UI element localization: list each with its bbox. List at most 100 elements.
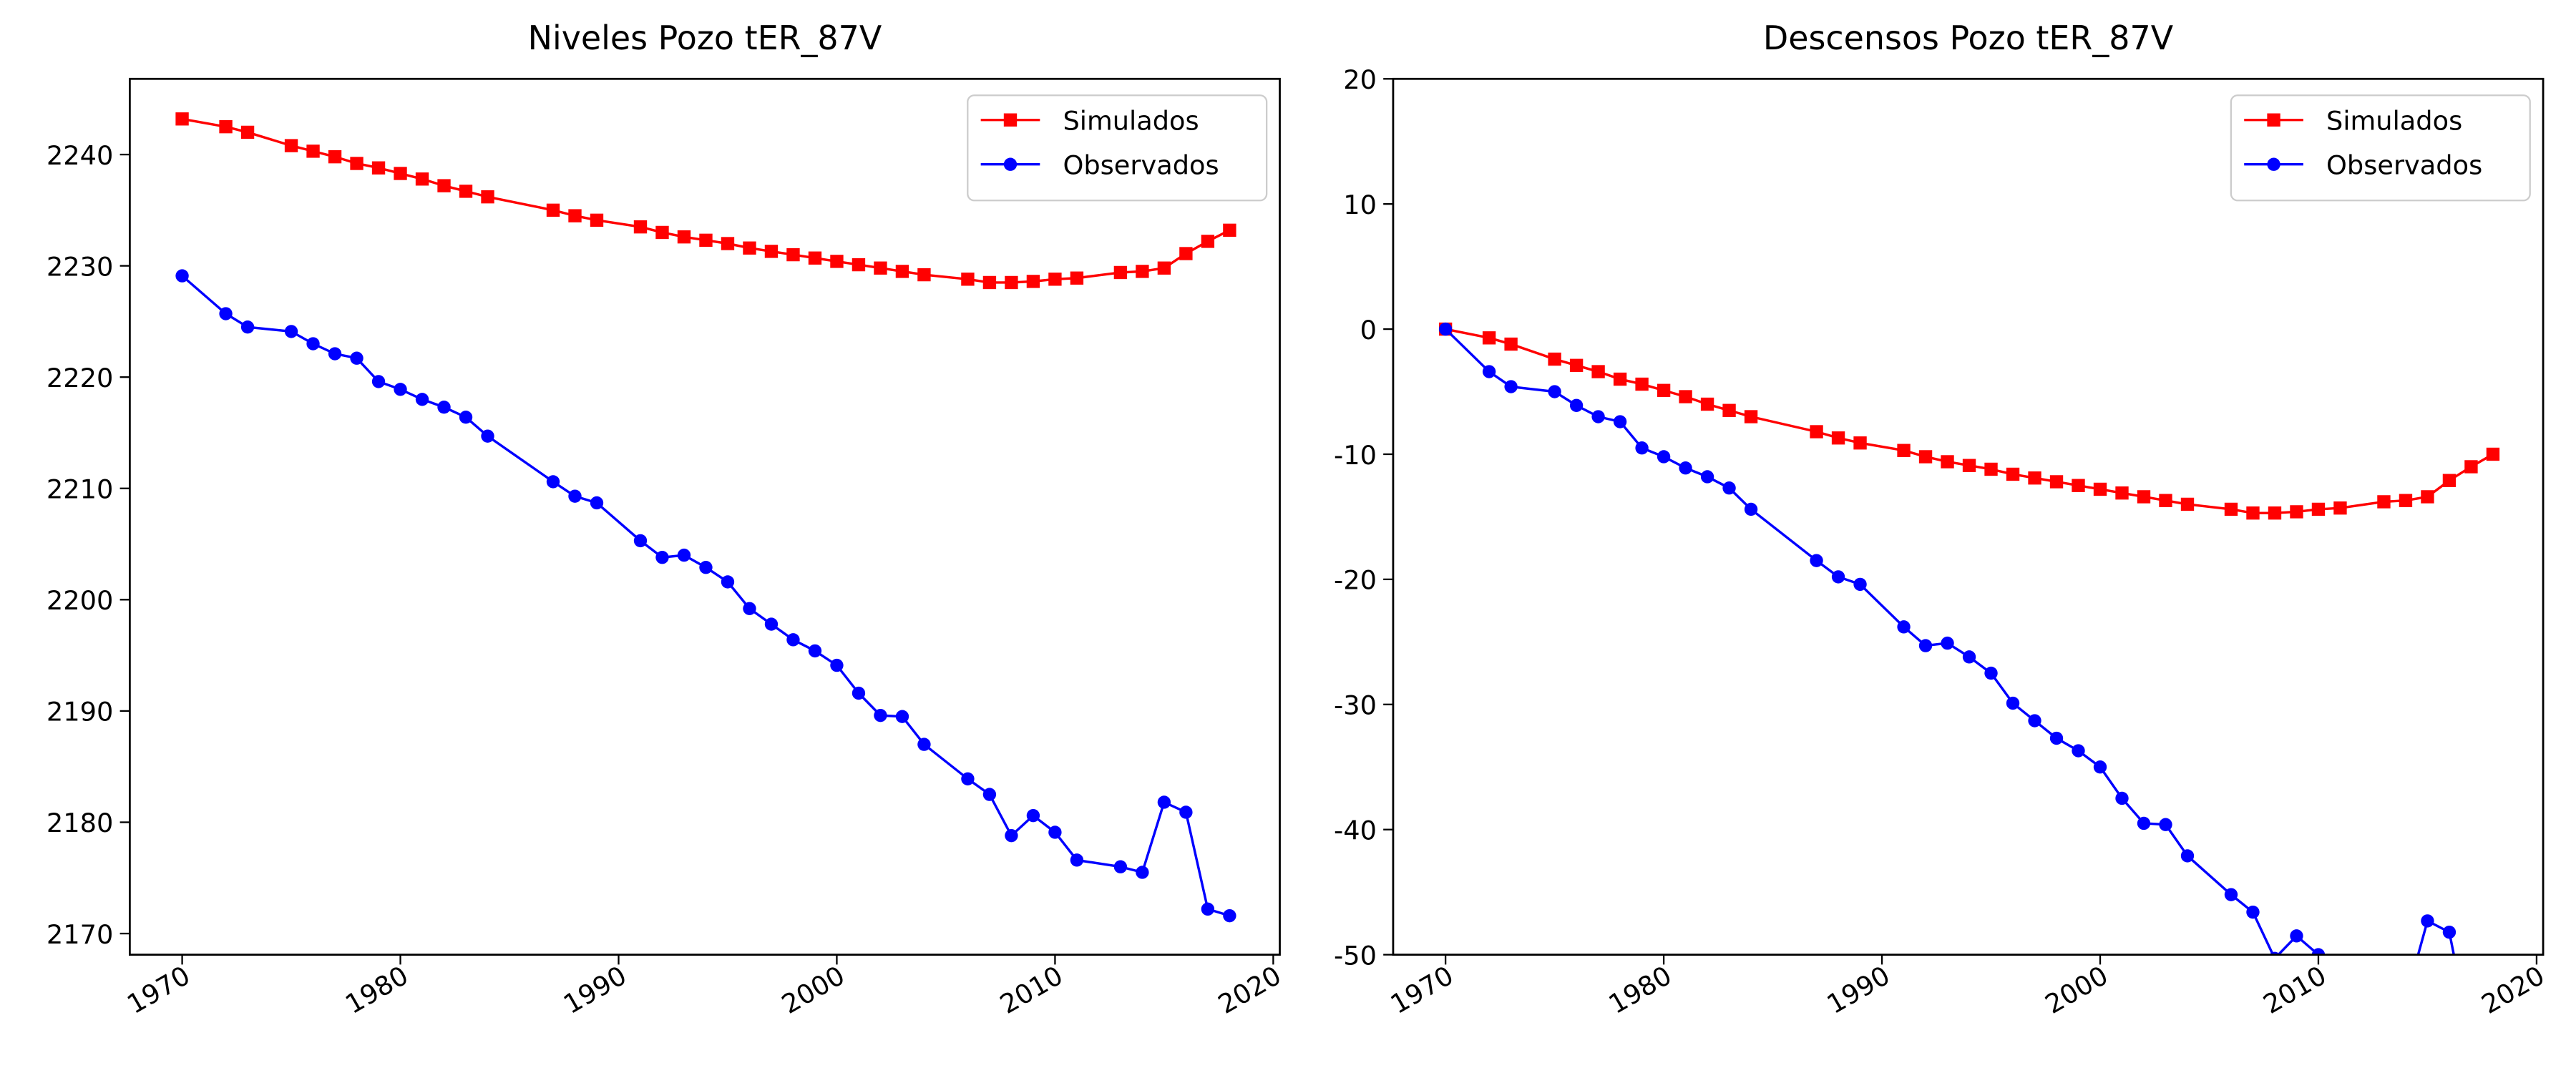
marker xyxy=(240,125,255,139)
marker xyxy=(284,325,298,338)
marker xyxy=(2442,474,2457,487)
marker xyxy=(721,237,735,250)
marker xyxy=(2137,816,2151,831)
marker xyxy=(852,258,866,272)
y-tick-label: -50 xyxy=(1334,940,1377,971)
marker xyxy=(1722,481,1736,495)
marker xyxy=(2421,914,2434,928)
marker xyxy=(459,411,473,424)
marker xyxy=(2159,818,2172,831)
marker xyxy=(306,144,320,158)
marker xyxy=(1070,853,1084,867)
marker xyxy=(1700,470,1714,484)
marker xyxy=(2246,506,2260,520)
marker xyxy=(2028,471,2041,485)
marker xyxy=(1223,223,1236,237)
marker xyxy=(415,172,429,186)
marker xyxy=(961,273,975,286)
marker xyxy=(721,575,735,589)
marker xyxy=(699,233,713,248)
marker xyxy=(2464,1034,2477,1047)
marker xyxy=(1941,455,1954,469)
marker xyxy=(2115,791,2129,805)
marker xyxy=(808,644,822,658)
marker xyxy=(1157,795,1171,809)
x-tick-label: 1980 xyxy=(1604,960,1677,1020)
legend-label: Observados xyxy=(2326,150,2482,180)
x-tick-label: 2000 xyxy=(2040,960,2113,1020)
marker xyxy=(1918,450,1933,464)
marker xyxy=(1005,275,1018,290)
marker xyxy=(2246,905,2260,919)
marker xyxy=(786,633,800,647)
marker xyxy=(175,269,189,283)
marker xyxy=(2487,1042,2499,1055)
marker xyxy=(1482,365,1496,378)
marker xyxy=(1962,459,1976,472)
marker xyxy=(1048,273,1062,286)
marker xyxy=(1070,271,1084,285)
marker xyxy=(2159,494,2172,507)
y-tick-label: 10 xyxy=(1343,190,1377,220)
marker xyxy=(2377,495,2391,509)
marker xyxy=(1504,337,1518,351)
marker xyxy=(394,383,407,396)
marker xyxy=(2268,506,2282,520)
marker xyxy=(961,772,975,785)
marker xyxy=(2464,460,2478,474)
marker xyxy=(568,209,582,222)
marker xyxy=(1657,383,1671,397)
marker xyxy=(2267,157,2280,171)
series-line xyxy=(181,275,1230,917)
marker xyxy=(2290,929,2303,943)
marker xyxy=(982,275,997,290)
marker xyxy=(350,157,364,170)
marker xyxy=(1700,397,1714,411)
x-tick-label: 2020 xyxy=(1213,960,1286,1020)
legend-label: Simulados xyxy=(1063,105,1199,136)
marker xyxy=(1569,358,1584,372)
marker xyxy=(1897,444,1911,457)
marker xyxy=(1201,235,1215,248)
y-tick-label: 2220 xyxy=(47,363,113,393)
marker xyxy=(2093,482,2107,496)
marker xyxy=(1679,390,1692,403)
marker xyxy=(2399,993,2412,1006)
marker xyxy=(1831,570,1845,584)
marker xyxy=(764,245,779,258)
y-tick-label: 2230 xyxy=(47,251,113,282)
plot-area xyxy=(1438,322,2500,1055)
marker xyxy=(415,393,429,406)
marker xyxy=(1591,365,1605,378)
marker xyxy=(1635,441,1649,455)
marker xyxy=(1962,650,1976,664)
marker xyxy=(1157,261,1171,275)
marker xyxy=(546,203,560,217)
y-tick-label: 2180 xyxy=(47,808,113,838)
axes-frame xyxy=(129,77,1281,956)
marker xyxy=(1003,113,1018,127)
marker xyxy=(1179,805,1193,819)
marker xyxy=(874,261,887,275)
marker xyxy=(219,307,233,320)
y-tick-label: 2240 xyxy=(47,140,113,171)
marker xyxy=(1984,462,1998,476)
marker xyxy=(830,658,844,672)
marker xyxy=(1853,577,1867,592)
marker xyxy=(481,190,494,204)
marker xyxy=(895,265,909,278)
marker xyxy=(2311,502,2326,516)
marker xyxy=(808,251,822,265)
marker xyxy=(1223,908,1236,923)
x-tick-label: 1970 xyxy=(1385,960,1458,1020)
marker xyxy=(677,230,691,244)
marker xyxy=(2442,925,2457,939)
marker xyxy=(874,708,887,722)
marker xyxy=(830,255,844,268)
marker xyxy=(2049,475,2064,489)
legend-frame xyxy=(2230,94,2531,202)
marker xyxy=(2311,948,2326,955)
marker xyxy=(655,225,669,240)
marker xyxy=(1744,502,1758,516)
marker xyxy=(2072,479,2085,492)
